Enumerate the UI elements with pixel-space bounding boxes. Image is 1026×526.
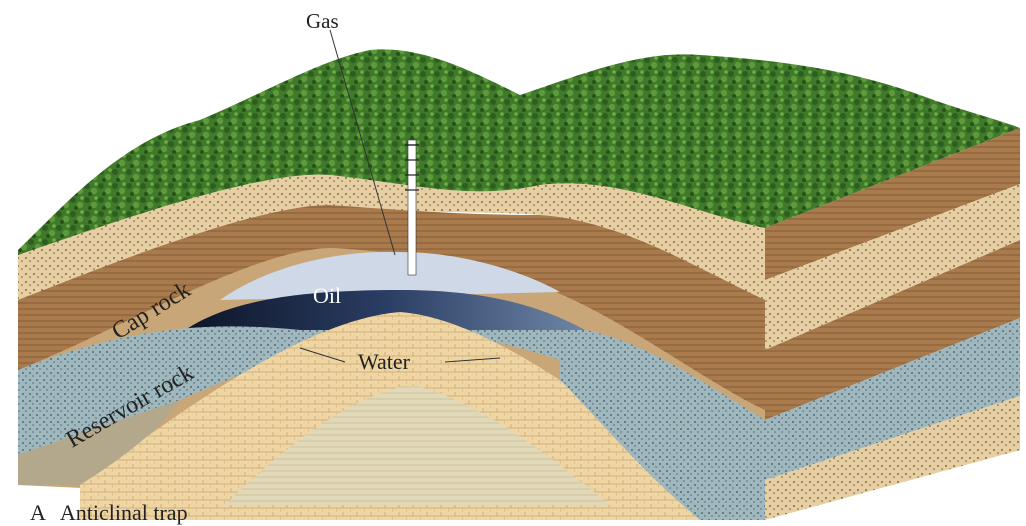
caption-letter: A — [30, 500, 46, 525]
label-oil: Oil — [313, 283, 341, 308]
right-face-strata — [765, 128, 1020, 520]
leader-lines — [299, 29, 501, 363]
label-gas: Gas — [306, 9, 339, 33]
label-water: Water — [358, 349, 411, 374]
figure-caption: A Anticlinal trap — [30, 500, 188, 526]
vegetated-surface — [18, 49, 1020, 256]
well-derrick — [405, 139, 419, 276]
caption-text: Anticlinal trap — [59, 500, 188, 525]
front-face-strata — [18, 174, 765, 520]
